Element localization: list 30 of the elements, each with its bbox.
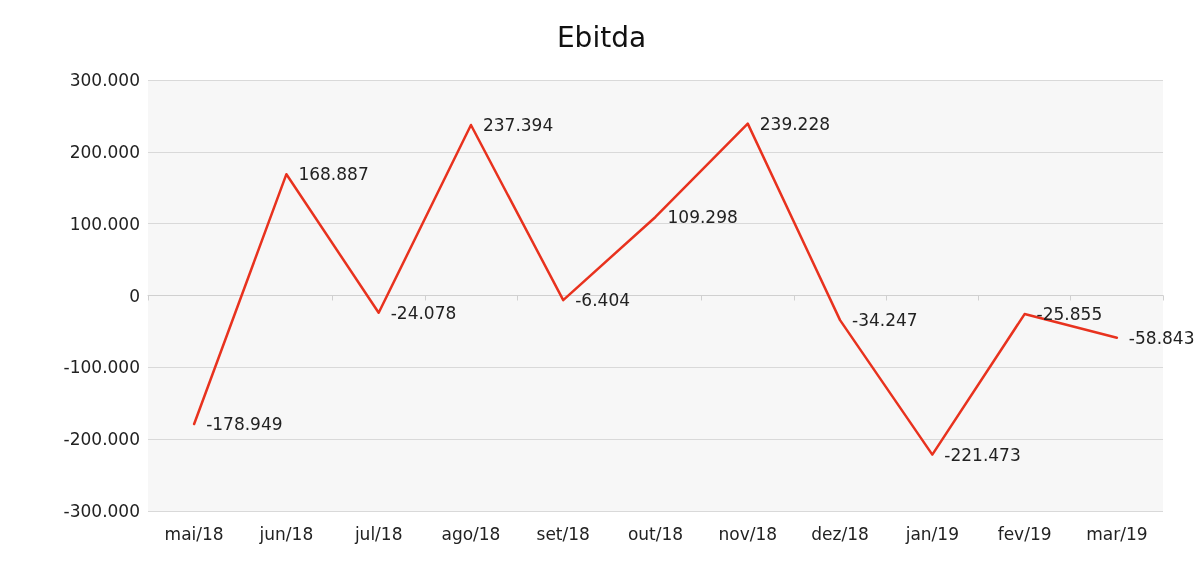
y-tick-label: 100.000 [69, 213, 140, 234]
x-tick-label: out/18 [627, 523, 684, 544]
data-label: -25.855 [1036, 304, 1103, 325]
y-tick-label: 300.000 [69, 70, 140, 90]
x-tick-label: nov/18 [718, 523, 778, 544]
x-tick-label: dez/18 [811, 523, 869, 544]
data-label: -58.843 [1128, 327, 1195, 348]
x-tick-label: fev/19 [997, 523, 1052, 544]
data-label: 168.887 [298, 164, 369, 185]
data-label: -24.078 [390, 302, 457, 323]
data-label: -221.473 [944, 444, 1021, 465]
x-tick-label: mar/19 [1086, 523, 1148, 544]
x-tick-label: jan/19 [904, 523, 959, 544]
y-tick-label: -200.000 [63, 429, 140, 450]
data-label: 109.298 [667, 206, 738, 227]
x-tick-label: jul/18 [353, 523, 403, 544]
data-label: 237.394 [482, 114, 554, 135]
y-tick-label: -100.000 [63, 357, 140, 378]
data-label: -6.404 [575, 290, 631, 311]
x-tick-label: mai/18 [164, 523, 224, 544]
y-tick-label: 0 [129, 285, 140, 306]
y-tick-label: -300.000 [63, 501, 140, 521]
chart-title: Ebitda [556, 20, 647, 54]
data-label: -34.247 [852, 310, 918, 331]
data-label: -178.949 [206, 414, 283, 435]
data-label: 239.228 [759, 113, 831, 134]
x-tick-label: ago/18 [441, 523, 501, 544]
x-tick-label: set/18 [536, 523, 590, 544]
x-tick-label: jun/18 [258, 523, 314, 544]
y-tick-label: 200.000 [69, 141, 140, 162]
